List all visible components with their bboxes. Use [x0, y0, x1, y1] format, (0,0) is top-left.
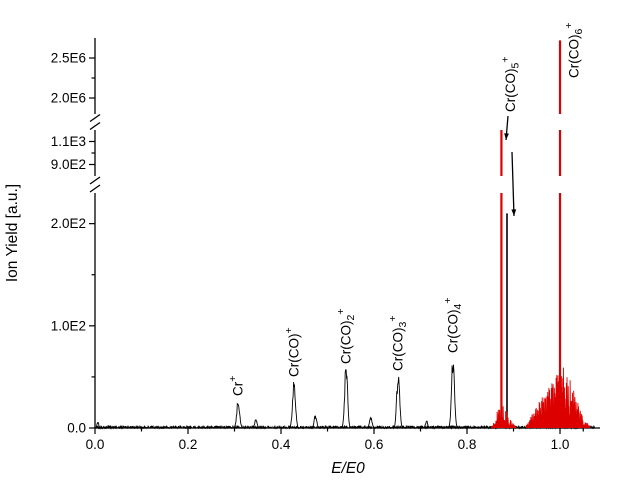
tick-labels: 0.0 0.2 0.4 0.6 0.8 1.0 0.0 1.0E2 2.0E2 9.0E2 1.1E…	[51, 51, 570, 453]
black-peak	[94, 422, 102, 429]
y-tick-label: 2.0E6	[51, 91, 86, 106]
peak-label: Cr(CO)2+	[335, 309, 357, 364]
y-axis-title: Ion Yield [a.u.]	[4, 184, 21, 282]
y-tick-label: 1.1E3	[51, 134, 86, 149]
red-noise-cluster	[491, 403, 517, 430]
peak-label: Cr+	[227, 376, 246, 396]
peak-label: Cr(CO)6+	[563, 23, 585, 78]
y-tick-label: 2.0E2	[51, 216, 86, 231]
series-red	[491, 40, 590, 430]
peak-label: Cr(CO)4+	[442, 298, 464, 353]
black-peak	[391, 376, 405, 429]
black-peak	[339, 369, 353, 429]
y-tick-label: 1.0E2	[51, 318, 86, 333]
x-tick-label: 1.0	[551, 437, 570, 452]
x-axis-title: E/E0	[331, 460, 365, 477]
axis-break-mark	[89, 113, 101, 123]
x-tick-label: 0.0	[86, 437, 105, 452]
y-tick-label: 9.0E2	[51, 157, 86, 172]
y-tick-label: 2.5E6	[51, 51, 86, 66]
arrow-head	[511, 209, 517, 216]
black-peak	[231, 402, 245, 429]
annotations: Cr+ Cr(CO)+ Cr(CO)2+ Cr(CO)3+ Cr(CO)4+ Cr(CO)…	[227, 23, 585, 396]
arrow-head	[504, 133, 509, 140]
x-tick-label: 0.2	[179, 437, 198, 452]
peak-label: Cr(CO)+	[283, 327, 302, 377]
arrow-annotation	[511, 151, 515, 217]
axes	[89, 38, 600, 429]
axis-break-mark	[89, 121, 101, 131]
black-peak	[250, 418, 262, 429]
y-tick-label: 0.0	[67, 421, 86, 436]
peak-label: Cr(CO)5+	[499, 57, 521, 112]
black-peak	[421, 420, 432, 429]
x-tick-label: 0.8	[458, 437, 477, 452]
black-peak	[287, 381, 301, 429]
tick-marks	[89, 57, 584, 434]
black-peak	[365, 416, 377, 429]
peak-label: Cr(CO)3+	[387, 316, 409, 371]
x-tick-label: 0.4	[272, 437, 291, 452]
axis-break-mark	[89, 176, 101, 185]
x-tick-label: 0.6	[365, 437, 384, 452]
black-baseline-noise	[95, 424, 595, 430]
black-peak	[446, 364, 460, 429]
series-black	[94, 213, 595, 430]
axis-break-mark	[89, 184, 101, 193]
black-peak	[309, 415, 321, 429]
red-noise-cluster	[526, 367, 590, 429]
